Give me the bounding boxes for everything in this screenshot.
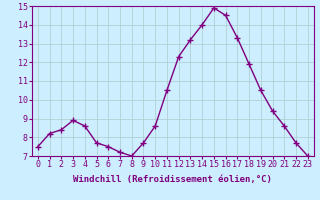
X-axis label: Windchill (Refroidissement éolien,°C): Windchill (Refroidissement éolien,°C) [73,175,272,184]
